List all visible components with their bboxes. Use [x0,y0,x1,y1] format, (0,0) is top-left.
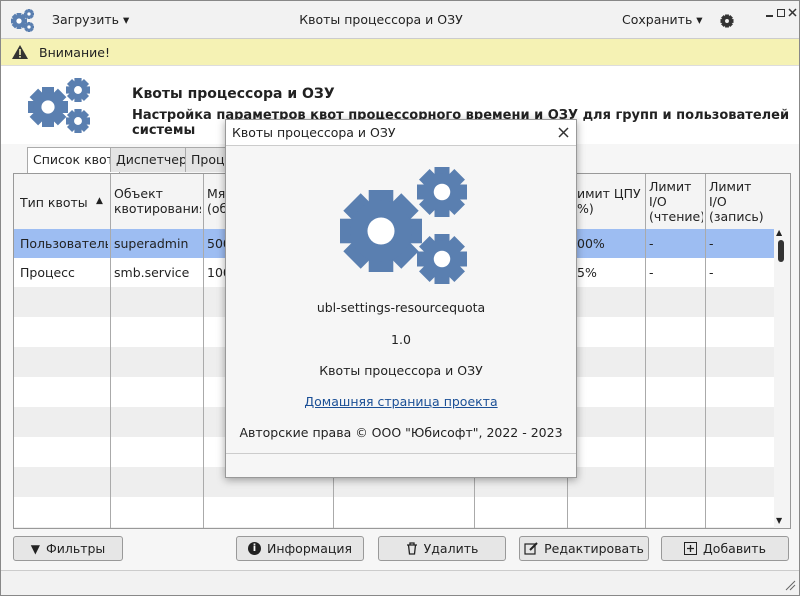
banner-icon [28,78,90,133]
table-cell[interactable]: - [649,265,654,280]
dialog-separator [226,453,576,454]
window-title: Квоты процессора и ОЗУ [299,12,463,27]
button-label[interactable]: Добавить [703,541,766,556]
resize-grip[interactable] [784,579,796,591]
about-dialog: Квоты процессора и ОЗУ ubl-settings-reso… [225,119,577,478]
button-label[interactable]: Фильтры [45,541,106,556]
button-label[interactable]: Редактировать [544,541,644,556]
column-divider [110,174,111,528]
table-cell[interactable]: Процесс [20,265,75,280]
table-row-empty [14,497,774,527]
table-cell[interactable]: - [709,265,714,280]
table-cell[interactable]: 5% [577,265,597,280]
warning-bar [1,39,799,66]
dialog-icon [340,167,467,284]
dialog-close[interactable] [558,127,569,138]
filters-button[interactable]: ▼ Фильтры [13,536,123,561]
column-header[interactable]: (чтение) [649,209,703,224]
table-cell[interactable]: 500 [207,236,231,251]
load-label[interactable]: Загрузить [52,12,119,27]
edit-button[interactable]: Редактировать [519,536,649,561]
scrollbar [774,229,790,528]
window-controls[interactable] [765,7,797,21]
column-header[interactable]: (об [207,201,228,216]
tab[interactable]: Список квот [27,147,120,173]
column-header[interactable]: имит ЦПУ [577,186,641,201]
warning-icon [12,45,28,59]
scroll-up[interactable]: ▲ [776,228,783,237]
header-bar [1,1,799,39]
table-cell[interactable]: Пользователь [20,236,108,251]
copyright: Авторские права © ООО "Юбисофт", 2022 - … [239,425,563,440]
table-cell[interactable]: - [649,236,654,251]
load-menu[interactable]: Загрузить ▾ [52,12,130,27]
column-divider [705,174,706,528]
save-menu[interactable]: Сохранить ▾ [622,12,703,27]
column-divider [203,174,204,528]
dialog-title: Квоты процессора и ОЗУ [232,125,396,140]
version: 1.0 [391,332,411,347]
column-header[interactable]: Лимит [649,179,692,194]
banner-title: Квоты процессора и ОЗУ [132,86,335,102]
table-cell[interactable]: 00% [577,236,605,251]
column-header[interactable]: (запись) [709,209,764,224]
settings-icon[interactable] [717,11,737,31]
dialog-titlebar [226,120,576,146]
column-header[interactable]: I/O [709,194,727,209]
project-link[interactable]: Домашняя страница проекта [304,394,498,409]
info-button[interactable]: i Информация [236,536,364,561]
table-cell[interactable]: superadmin [114,236,189,251]
table-row-empty [14,527,774,528]
app-id: ubl-settings-resourcequota [316,300,486,315]
table-cell[interactable]: - [709,236,714,251]
status-bar [1,570,799,595]
button-label[interactable]: Удалить [423,541,479,556]
tab[interactable]: Диспетчер [110,147,193,172]
warning-text: Внимание! [39,45,110,60]
table-cell[interactable]: smb.service [114,265,190,280]
scroll-thumb[interactable] [778,240,784,262]
save-label[interactable]: Сохранить [622,12,693,27]
button-label[interactable]: Информация [266,541,353,556]
sort-arrow: ▲ [96,196,103,206]
delete-button[interactable]: Удалить [378,536,506,561]
column-header[interactable]: квотирования [114,201,201,216]
column-header[interactable]: Объект [114,186,163,201]
scroll-down[interactable]: ▼ [776,516,783,525]
column-divider [645,174,646,528]
column-header[interactable]: Лимит [709,179,752,194]
column-header[interactable]: Тип квоты [20,195,88,210]
app-name: Квоты процессора и ОЗУ [319,363,483,378]
column-header[interactable]: I/O [649,194,667,209]
table-cell[interactable]: 100 [207,265,231,280]
column-header[interactable]: %) [577,201,594,216]
add-button[interactable]: Добавить [661,536,789,561]
